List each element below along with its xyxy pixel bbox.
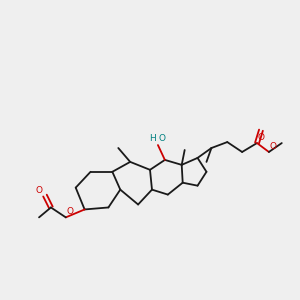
- Text: O: O: [159, 134, 166, 143]
- Text: O: O: [67, 207, 74, 216]
- Text: H: H: [149, 134, 156, 143]
- Text: O: O: [270, 142, 277, 151]
- Text: O: O: [36, 186, 43, 195]
- Text: O: O: [257, 133, 265, 142]
